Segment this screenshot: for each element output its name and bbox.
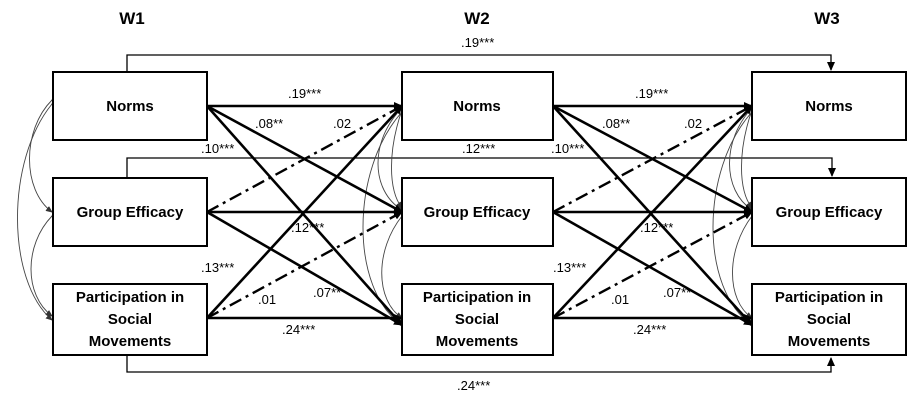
norms-box-w1 (52, 71, 208, 141)
norms-to-participation-path-w1 (206, 105, 403, 326)
norms-label-w2: Norms (453, 98, 501, 115)
coef-efficacy-from-participation-w2: .07** (663, 285, 691, 300)
efficacy-w1-w3-path (126, 157, 836, 178)
coef-participation-autoregressive-w1: .24*** (282, 322, 315, 337)
paths-w2-w3 (552, 102, 753, 327)
participation-box-w2 (401, 283, 554, 356)
w3-variables: Norms Group Efficacy Participation in So… (751, 71, 907, 356)
participation-label-w2-line1: Participation in (423, 289, 531, 306)
coef-participation-autoregressive-w2: .24*** (633, 322, 666, 337)
coef-efficacy-to-participation-w1: .12*** (291, 220, 324, 235)
efficacy-label-w2: Group Efficacy (424, 204, 531, 221)
participation-box-w3 (751, 283, 907, 356)
efficacy-box-w1 (52, 177, 208, 247)
efficacy-box-w2 (401, 177, 554, 247)
norms-box-w2 (401, 71, 554, 141)
participation-to-efficacy-path-w1 (206, 210, 403, 320)
efficacy-to-norms-path-w1 (206, 104, 403, 214)
correlations-w2 (362, 107, 403, 326)
coef-participation-to-norms-w1: .13*** (201, 260, 234, 275)
w2-variables: Norms Group Efficacy Participation in So… (401, 71, 554, 356)
participation-box-w1 (52, 283, 208, 356)
coef-norms-w1-w3: .19*** (461, 35, 494, 50)
participation-label-w2-line2: Social (455, 311, 499, 328)
coef-participation-to-efficacy-w2: .01 (611, 292, 629, 307)
w1-variables: Norms Group Efficacy Participation in So… (52, 71, 208, 356)
coef-norms-to-efficacy-w1: .08** (255, 116, 283, 131)
efficacy-label-w1: Group Efficacy (77, 204, 184, 221)
participation-label-w3-line3: Movements (788, 333, 871, 350)
coefficients-w1-w2: .19*** .08** .02 .10*** .12*** .13*** .0… (201, 86, 351, 337)
coefficients-w2-w3: .19*** .08** .02 .10*** .12*** .13*** .0… (551, 86, 702, 337)
efficacy-to-norms-path-w2 (552, 104, 753, 214)
participation-label-w2-line3: Movements (436, 333, 519, 350)
norms-label-w3: Norms (805, 98, 853, 115)
efficacy-to-participation-path-w1 (206, 210, 403, 327)
coef-participation-to-efficacy-w1: .01 (258, 292, 276, 307)
coef-norms-to-participation-w1: .10*** (201, 141, 234, 156)
participation-label-w3-line1: Participation in (775, 289, 883, 306)
long-paths (126, 54, 836, 373)
coefficients-w1-w3: .19*** .12*** .24*** (457, 35, 495, 393)
efficacy-label-w3: Group Efficacy (776, 204, 883, 221)
participation-w1-w3-path (126, 355, 835, 373)
norms-to-participation-path-w2 (552, 105, 753, 326)
coef-norms-to-efficacy-w2: .08** (602, 116, 630, 131)
participation-label-w3-line2: Social (807, 311, 851, 328)
coef-efficacy-w1-w3: .12*** (462, 141, 495, 156)
participation-label-w1-line1: Participation in (76, 289, 184, 306)
participation-to-norms-path-w1 (206, 105, 403, 319)
coef-participation-to-norms-w2: .13*** (553, 260, 586, 275)
participation-to-norms-path-w2 (552, 105, 753, 319)
coef-norms-autoregressive-w2: .19*** (635, 86, 668, 101)
efficacy-to-participation-path-w2 (552, 210, 753, 327)
coef-norms-autoregressive-w1: .19*** (288, 86, 321, 101)
wave-label-w3: W3 (814, 9, 840, 28)
coef-norms-to-participation-w2: .10*** (551, 141, 584, 156)
correlations-w1 (17, 93, 59, 321)
norms-w1-w3-path (126, 54, 835, 72)
wave-label-w1: W1 (119, 9, 145, 28)
participation-label-w1-line3: Movements (89, 333, 172, 350)
efficacy-box-w3 (751, 177, 907, 247)
coef-participation-w1-w3: .24*** (457, 378, 490, 393)
wave-label-w2: W2 (464, 9, 490, 28)
coef-efficacy-from-participation-w1: .07** (313, 285, 341, 300)
participation-to-efficacy-path-w2 (552, 210, 753, 320)
coef-efficacy-to-norms-w1: .02 (333, 116, 351, 131)
coef-efficacy-to-participation-w2: .12*** (640, 220, 673, 235)
participation-label-w1-line2: Social (108, 311, 152, 328)
paths-w1-w2 (206, 102, 403, 327)
norms-label-w1: Norms (106, 98, 154, 115)
coef-efficacy-to-norms-w2: .02 (684, 116, 702, 131)
norms-box-w3 (751, 71, 907, 141)
